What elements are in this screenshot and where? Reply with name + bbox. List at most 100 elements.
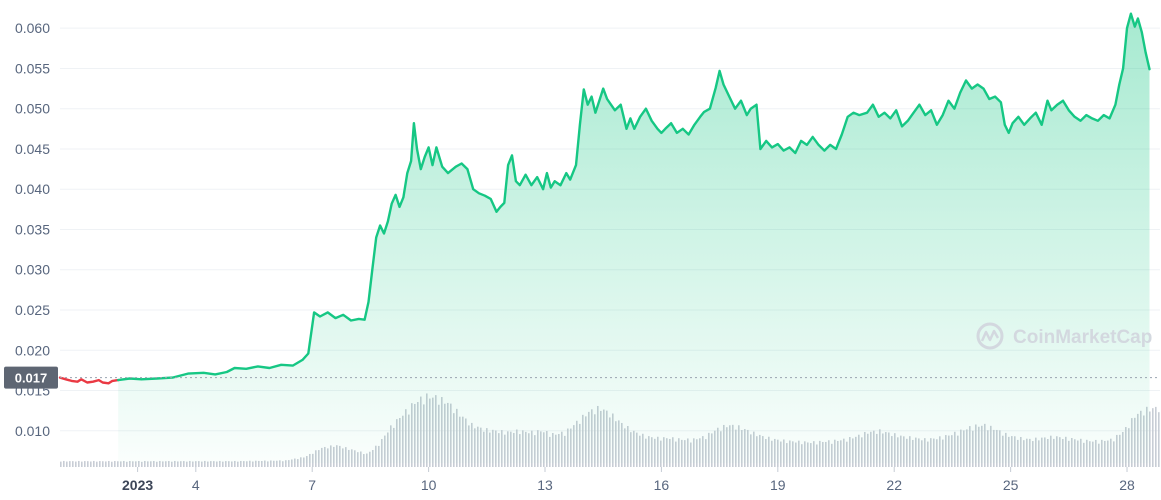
volume-bar-49 [207, 461, 209, 467]
volume-bar-44 [192, 461, 194, 467]
volume-bar-62 [246, 461, 248, 467]
x-tick-5: 16 [654, 477, 670, 493]
volume-bar-29 [147, 461, 149, 467]
volume-bar-40 [180, 461, 182, 467]
volume-bar-76 [288, 460, 290, 467]
volume-bar-13 [99, 461, 101, 467]
y-tick-5: 0.035 [15, 221, 50, 237]
volume-bar-34 [162, 461, 164, 467]
volume-bar-365 [1155, 406, 1157, 467]
volume-bar-54 [222, 461, 224, 467]
volume-bar-33 [159, 460, 161, 467]
volume-bar-46 [198, 461, 200, 467]
volume-bar-64 [252, 461, 254, 467]
volume-bar-28 [144, 460, 146, 467]
volume-bar-18 [114, 461, 116, 467]
volume-bar-19 [117, 461, 119, 467]
volume-bar-66 [258, 460, 260, 467]
y-tick-10: 0.060 [15, 20, 50, 36]
y-tick-3: 0.025 [15, 302, 50, 318]
volume-bar-73 [279, 460, 281, 467]
price-line-up [116, 12, 1151, 382]
volume-bar-1 [63, 460, 65, 467]
volume-bar-60 [240, 460, 242, 467]
volume-bar-41 [183, 461, 185, 467]
volume-bar-48 [204, 460, 206, 467]
volume-bar-47 [201, 461, 203, 467]
x-tick-7: 22 [886, 477, 902, 493]
volume-bar-364 [1152, 408, 1154, 467]
volume-bar-68 [264, 460, 266, 467]
volume-bar-7 [81, 461, 83, 467]
price-area-fill [118, 13, 1150, 463]
watermark-text: CoinMarketCap [1013, 327, 1152, 348]
volume-bar-22 [126, 461, 128, 467]
x-tick-0: 2023 [122, 477, 153, 493]
volume-bar-50 [210, 461, 212, 467]
volume-bar-10 [90, 461, 92, 467]
volume-bar-38 [174, 460, 176, 467]
volume-bar-75 [285, 460, 287, 467]
volume-bar-53 [219, 460, 221, 467]
volume-bar-24 [132, 461, 134, 467]
current-price-badge-bg [4, 366, 58, 389]
volume-bar-12 [96, 461, 98, 467]
volume-bar-71 [273, 460, 275, 467]
volume-bar-79 [297, 459, 299, 467]
volume-bar-14 [102, 461, 104, 467]
volume-bar-70 [270, 460, 272, 467]
volume-bar-39 [177, 461, 179, 467]
volume-bar-0 [60, 461, 62, 467]
price-line-down [58, 376, 120, 385]
volume-bar-3 [69, 461, 71, 467]
volume-bar-30 [150, 461, 152, 467]
volume-bar-2 [66, 461, 68, 467]
volume-bar-366 [1158, 412, 1160, 467]
volume-bar-6 [78, 460, 80, 467]
x-tick-1: 4 [192, 477, 200, 493]
y-tick-0: 0.010 [15, 423, 50, 439]
x-tick-2: 7 [308, 477, 316, 493]
volume-bar-57 [231, 461, 233, 467]
volume-bar-67 [261, 461, 263, 467]
volume-bar-25 [135, 461, 137, 467]
volume-bar-58 [234, 460, 236, 467]
y-tick-9: 0.055 [15, 60, 50, 76]
volume-bar-45 [195, 461, 197, 467]
volume-bar-23 [129, 461, 131, 467]
volume-bar-69 [267, 461, 269, 467]
volume-bar-36 [168, 461, 170, 467]
volume-bar-55 [225, 461, 227, 467]
volume-bar-72 [276, 460, 278, 467]
volume-bar-37 [171, 461, 173, 467]
watermark: CoinMarketCap [976, 322, 1152, 350]
volume-bar-65 [255, 460, 257, 467]
volume-bar-27 [141, 461, 143, 467]
coinmarketcap-logo-icon [976, 322, 1004, 350]
current-price-badge: 0.017 [4, 366, 58, 389]
volume-bar-4 [72, 461, 74, 467]
x-tick-6: 19 [770, 477, 786, 493]
volume-bar-26 [138, 460, 140, 467]
volume-bar-74 [282, 461, 284, 467]
current-price-label: 0.017 [15, 371, 48, 386]
volume-bar-63 [249, 460, 251, 467]
volume-bar-11 [93, 460, 95, 467]
volume-bar-42 [186, 461, 188, 467]
y-tick-8: 0.050 [15, 101, 50, 117]
volume-bar-363 [1149, 411, 1151, 467]
volume-bar-52 [216, 461, 218, 467]
price-area [118, 13, 1150, 463]
volume-bar-59 [237, 461, 239, 467]
volume-bar-21 [123, 460, 125, 467]
volume-bar-32 [156, 461, 158, 467]
volume-bar-16 [108, 460, 110, 467]
volume-bar-9 [87, 461, 89, 467]
volume-bar-56 [228, 461, 230, 467]
volume-bar-77 [291, 459, 293, 467]
volume-bar-20 [120, 461, 122, 467]
price-line [58, 12, 1151, 385]
x-tick-9: 28 [1119, 477, 1135, 493]
volume-bar-51 [213, 461, 215, 467]
